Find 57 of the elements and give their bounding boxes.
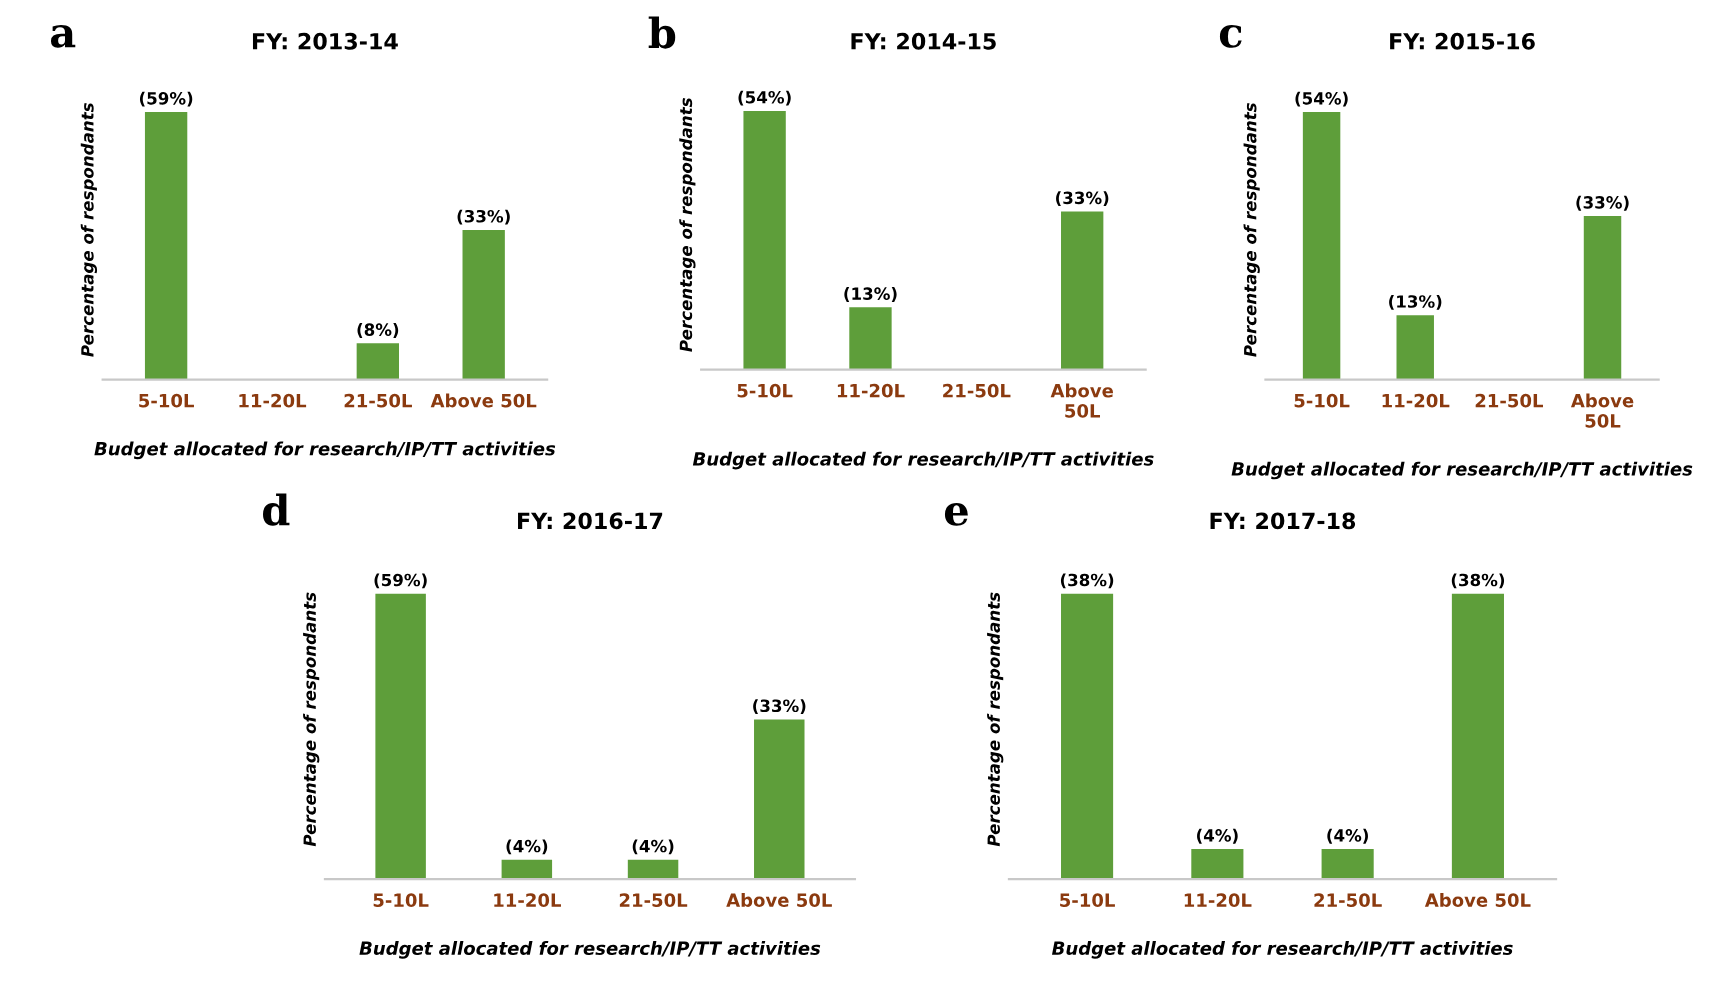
x-tick-label: 21-50L	[1314, 893, 1382, 907]
chart-title: FY: 2014-15	[851, 32, 996, 50]
x-axis-title: Budget allocated for research/IP/TT activities	[1231, 461, 1693, 480]
data-label: (4%)	[632, 839, 674, 855]
data-label: (13%)	[844, 287, 897, 302]
data-label: (8%)	[357, 323, 399, 338]
x-axis-title: Budget allocated for research/IP/TT activities	[94, 441, 556, 460]
x-tick-label: 11-20L	[494, 893, 561, 907]
data-label: (4%)	[1197, 828, 1238, 844]
data-label: (4%)	[506, 839, 548, 855]
x-tick-label: 5-10L	[737, 383, 793, 398]
x-tick-label: 21-50L	[1475, 393, 1543, 408]
text: e	[944, 502, 968, 526]
data-label: (33%)	[1056, 191, 1109, 207]
y-axis-title: Percentage of respondants	[1243, 102, 1260, 357]
text: a	[50, 25, 76, 48]
data-label: (33%)	[457, 209, 510, 225]
x-tick-label: 5-10L	[373, 893, 429, 907]
x-tick-label: 5-10L	[1294, 393, 1350, 408]
x-tick-label: 5-10L	[139, 393, 194, 408]
y-axis-title: Percentage of respondants	[80, 102, 98, 357]
data-label: (54%)	[738, 90, 791, 106]
chart-title: FY: 2015-16	[1390, 32, 1535, 50]
text: c	[1219, 25, 1242, 48]
data-label: (38%)	[1451, 573, 1505, 589]
data-label: (4%)	[1327, 828, 1368, 844]
chart-title: FY: 2016-17	[518, 512, 663, 530]
data-label: (54%)	[1295, 91, 1348, 107]
y-axis-title: Percentage of respondants	[679, 98, 696, 352]
text: d	[263, 493, 290, 526]
x-tick-label: 11-20L	[239, 393, 307, 408]
text: b	[648, 16, 676, 49]
x-tick-label: 21-50L	[943, 383, 1011, 398]
x-tick-label: Above 50L	[430, 393, 537, 408]
data-label: (38%)	[1060, 573, 1114, 589]
data-label: (59%)	[139, 91, 193, 107]
x-tick-label: 21-50L	[619, 893, 688, 907]
y-axis-title: Percentage of respondants	[303, 592, 320, 847]
x-axis-title: Budget allocated for research/IP/TT activities	[1052, 941, 1513, 959]
x-axis-title: Budget allocated for research/IP/TT activities	[359, 941, 821, 959]
x-tick-label: Above 50L	[726, 893, 832, 907]
x-tick-label: 11-20L	[1184, 893, 1252, 907]
chart-title: FY: 2017-18	[1210, 512, 1356, 530]
y-axis-title: Percentage of respondants	[987, 592, 1004, 847]
data-label: (59%)	[374, 573, 427, 589]
x-tick-label: Above 50L	[1570, 393, 1634, 428]
data-label: (13%)	[1389, 294, 1442, 310]
x-axis-title: Budget allocated for research/IP/TT activities	[692, 451, 1154, 470]
x-tick-label: 11-20L	[1382, 393, 1450, 408]
chart-title: FY: 2013-14	[252, 32, 398, 50]
x-tick-label: 21-50L	[344, 393, 412, 408]
x-tick-label: 11-20L	[837, 383, 905, 398]
x-tick-label: Above 50L	[1424, 893, 1531, 907]
data-label: (33%)	[1576, 195, 1629, 211]
data-label: (33%)	[753, 699, 806, 715]
x-tick-label: 5-10L	[1060, 893, 1115, 907]
x-tick-label: Above 50L	[1050, 383, 1113, 418]
